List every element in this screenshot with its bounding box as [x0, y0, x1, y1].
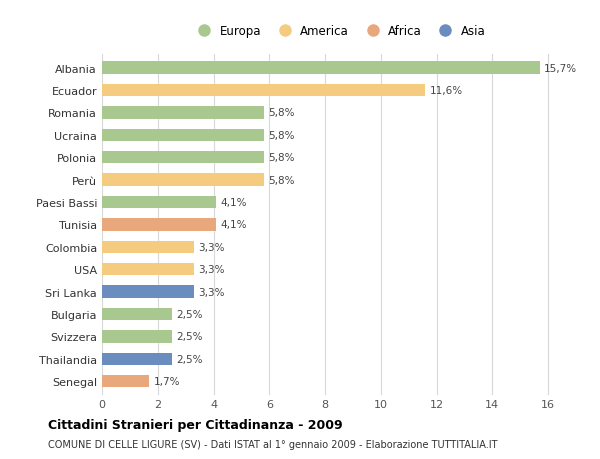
Bar: [102, 107, 264, 119]
Text: 4,1%: 4,1%: [221, 220, 247, 230]
Text: 2,5%: 2,5%: [176, 332, 202, 341]
Text: 3,3%: 3,3%: [198, 264, 224, 274]
Bar: [102, 85, 425, 97]
Text: 5,8%: 5,8%: [268, 175, 295, 185]
Bar: [102, 241, 194, 253]
Bar: [102, 219, 217, 231]
Bar: [102, 375, 149, 387]
Bar: [102, 308, 172, 320]
Legend: Europa, America, Africa, Asia: Europa, America, Africa, Asia: [188, 20, 490, 43]
Text: 4,1%: 4,1%: [221, 197, 247, 207]
Text: 5,8%: 5,8%: [268, 130, 295, 140]
Bar: [102, 152, 264, 164]
Bar: [102, 330, 172, 343]
Text: Cittadini Stranieri per Cittadinanza - 2009: Cittadini Stranieri per Cittadinanza - 2…: [48, 418, 343, 431]
Text: 2,5%: 2,5%: [176, 354, 202, 364]
Text: 1,7%: 1,7%: [154, 376, 180, 386]
Bar: [102, 129, 264, 142]
Bar: [102, 263, 194, 276]
Text: 3,3%: 3,3%: [198, 242, 224, 252]
Text: COMUNE DI CELLE LIGURE (SV) - Dati ISTAT al 1° gennaio 2009 - Elaborazione TUTTI: COMUNE DI CELLE LIGURE (SV) - Dati ISTAT…: [48, 440, 497, 449]
Text: 5,8%: 5,8%: [268, 108, 295, 118]
Text: 15,7%: 15,7%: [544, 63, 577, 73]
Bar: [102, 196, 217, 209]
Text: 5,8%: 5,8%: [268, 153, 295, 163]
Text: 11,6%: 11,6%: [430, 86, 463, 96]
Bar: [102, 62, 540, 75]
Bar: [102, 353, 172, 365]
Text: 3,3%: 3,3%: [198, 287, 224, 297]
Bar: [102, 174, 264, 186]
Bar: [102, 286, 194, 298]
Text: 2,5%: 2,5%: [176, 309, 202, 319]
